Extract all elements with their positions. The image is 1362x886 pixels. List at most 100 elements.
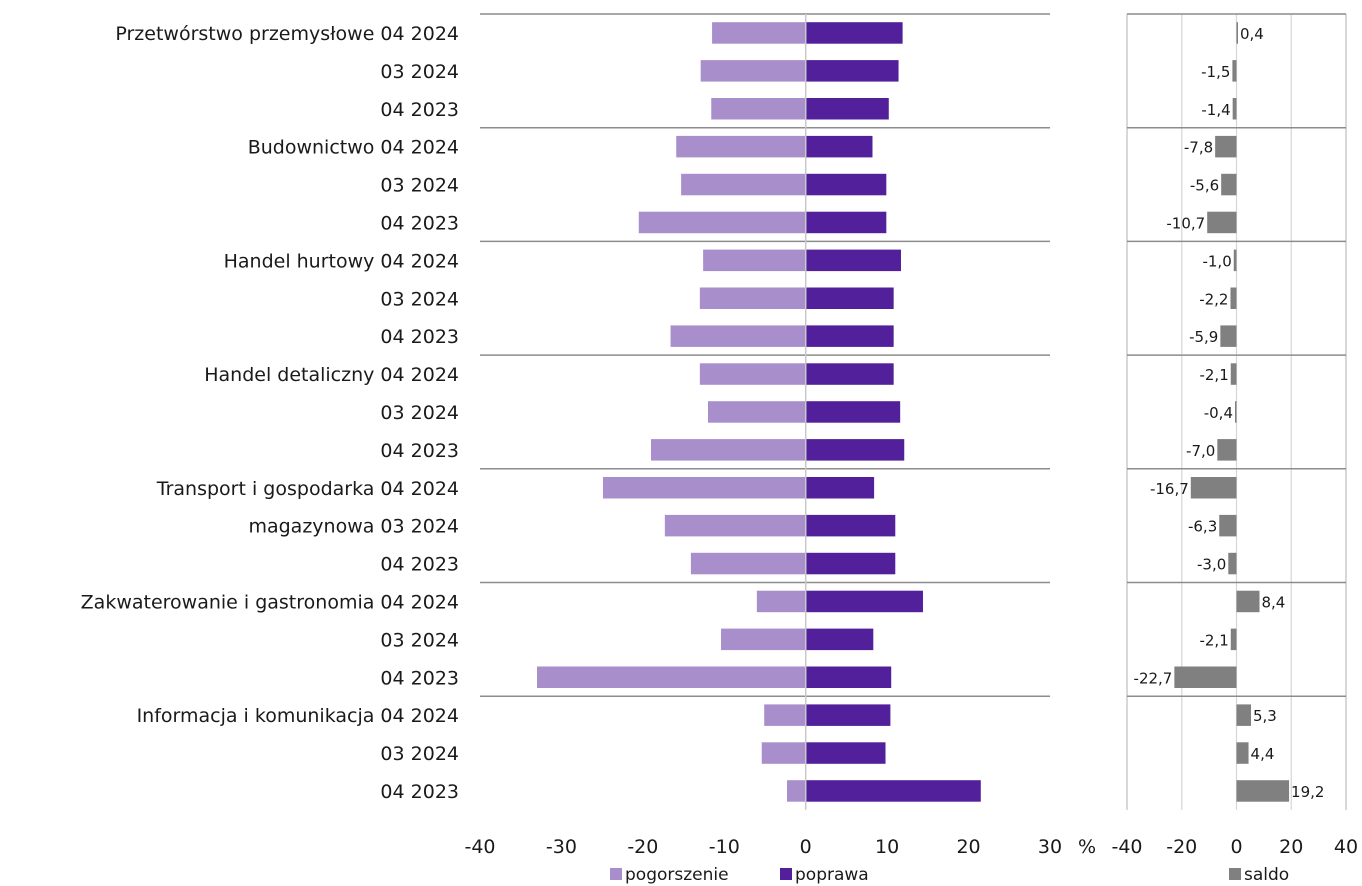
saldo-bar-8	[1220, 325, 1237, 347]
x-tick-30: 30	[1038, 836, 1062, 858]
bar-pogorszenie-19	[761, 742, 806, 764]
bar-poprawa-18	[805, 704, 891, 726]
x-tick-0: 0	[800, 836, 812, 858]
x-tick--10: -10	[709, 836, 740, 858]
saldo-x-tick-20: 20	[1279, 836, 1303, 858]
bar-poprawa-1	[805, 60, 899, 82]
bar-poprawa-13	[805, 514, 896, 537]
legend-swatch-pogorszenie	[610, 868, 622, 880]
legend-label-pogorszenie: pogorszenie	[625, 865, 729, 885]
saldo-data-label-15: 8,4	[1261, 593, 1285, 611]
bar-pogorszenie-4	[681, 173, 806, 196]
legend-swatch-saldo	[1229, 868, 1241, 880]
bar-poprawa-3	[805, 135, 873, 158]
category-label-7: 03 2024	[380, 288, 459, 310]
bar-poprawa-15	[805, 590, 923, 613]
bar-pogorszenie-6	[703, 249, 806, 272]
bar-poprawa-4	[805, 173, 887, 196]
category-label-0: Przetwórstwo przemysłowe 04 2024	[115, 23, 459, 45]
saldo-bar-7	[1230, 287, 1237, 309]
legend-swatch-poprawa	[780, 868, 792, 880]
saldo-bar-6	[1233, 249, 1237, 272]
bar-pogorszenie-3	[676, 135, 806, 158]
saldo-bar-19	[1236, 742, 1249, 764]
saldo-bar-13	[1219, 514, 1237, 537]
bar-pogorszenie-17	[537, 666, 806, 688]
saldo-data-label-9: -2,1	[1199, 366, 1228, 384]
category-label-4: 03 2024	[380, 175, 459, 197]
bar-poprawa-5	[805, 211, 887, 234]
saldo-x-tick--20: -20	[1166, 836, 1197, 858]
category-label-6: Handel hurtowy 04 2024	[224, 250, 459, 272]
saldo-bar-10	[1235, 401, 1237, 423]
saldo-bar-9	[1230, 363, 1237, 385]
bar-poprawa-17	[805, 666, 892, 688]
category-label-19: 03 2024	[380, 743, 459, 765]
bar-poprawa-8	[805, 325, 894, 347]
bar-poprawa-20	[805, 780, 981, 802]
saldo-data-label-14: -3,0	[1197, 556, 1226, 574]
category-label-14: 04 2023	[380, 554, 459, 576]
x-tick--30: -30	[546, 836, 577, 858]
saldo-bar-0	[1236, 22, 1238, 44]
saldo-data-label-5: -10,7	[1166, 214, 1205, 232]
category-label-20: 04 2023	[380, 781, 459, 803]
saldo-bar-1	[1232, 60, 1237, 82]
bar-poprawa-16	[805, 628, 874, 651]
saldo-data-label-10: -0,4	[1204, 404, 1233, 422]
category-label-18: Informacja i komunikacja 04 2024	[137, 705, 459, 727]
x-unit-label: %	[1078, 836, 1096, 858]
bar-pogorszenie-11	[651, 439, 806, 461]
bar-pogorszenie-1	[700, 60, 806, 82]
saldo-bar-4	[1221, 173, 1237, 196]
saldo-x-tick-0: 0	[1230, 836, 1242, 858]
bar-pogorszenie-7	[699, 287, 806, 309]
saldo-bar-16	[1230, 628, 1237, 651]
saldo-bar-3	[1215, 135, 1237, 158]
saldo-data-label-18: 5,3	[1253, 707, 1277, 725]
category-label-5: 04 2023	[380, 212, 459, 234]
saldo-data-label-19: 4,4	[1251, 745, 1275, 763]
category-label-12: Transport i gospodarka 04 2024	[156, 478, 459, 500]
saldo-bar-5	[1207, 211, 1237, 234]
saldo-bar-20	[1236, 780, 1290, 802]
bar-pogorszenie-13	[664, 514, 806, 537]
bar-pogorszenie-12	[602, 477, 806, 499]
bar-poprawa-6	[805, 249, 901, 272]
saldo-bar-17	[1174, 666, 1237, 688]
category-label-1: 03 2024	[380, 61, 459, 83]
category-label-2: 04 2023	[380, 99, 459, 121]
saldo-data-label-12: -16,7	[1150, 480, 1189, 498]
x-tick--20: -20	[627, 836, 658, 858]
category-label-8: 04 2023	[380, 326, 459, 348]
saldo-data-label-20: 19,2	[1291, 783, 1324, 801]
saldo-data-label-3: -7,8	[1184, 139, 1213, 157]
bar-poprawa-10	[805, 401, 901, 423]
saldo-bar-14	[1228, 552, 1237, 575]
x-tick-20: 20	[956, 836, 980, 858]
bar-poprawa-9	[805, 363, 894, 385]
saldo-data-label-13: -6,3	[1188, 518, 1217, 536]
legend-label-poprawa: poprawa	[795, 865, 869, 885]
saldo-x-tick--40: -40	[1111, 836, 1142, 858]
saldo-x-tick-40: 40	[1334, 836, 1358, 858]
category-label-15: Zakwaterowanie i gastronomia 04 2024	[81, 591, 459, 613]
bar-poprawa-19	[805, 742, 886, 764]
saldo-data-label-1: -1,5	[1201, 63, 1230, 81]
bar-poprawa-14	[805, 552, 896, 575]
saldo-data-label-0: 0,4	[1240, 25, 1264, 43]
category-label-9: Handel detaliczny 04 2024	[204, 364, 459, 386]
category-label-11: 04 2023	[380, 440, 459, 462]
x-tick-10: 10	[875, 836, 899, 858]
bar-poprawa-2	[805, 98, 889, 120]
saldo-bar-11	[1217, 439, 1237, 461]
bar-poprawa-12	[805, 477, 875, 499]
bar-poprawa-0	[805, 22, 903, 44]
saldo-bar-12	[1190, 477, 1237, 499]
saldo-bar-2	[1232, 98, 1237, 120]
bar-pogorszenie-18	[764, 704, 806, 726]
saldo-bar-18	[1236, 704, 1252, 726]
bar-pogorszenie-8	[670, 325, 806, 347]
saldo-data-label-16: -2,1	[1199, 631, 1228, 649]
